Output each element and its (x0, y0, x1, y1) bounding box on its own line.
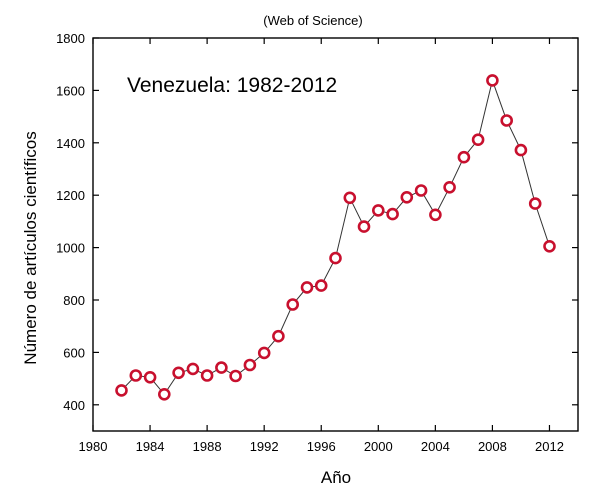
y-tick-label: 400 (63, 398, 85, 413)
data-point (172, 366, 185, 380)
data-point (514, 143, 528, 157)
data-point (357, 220, 371, 233)
data-point (286, 298, 300, 311)
data-point (414, 184, 428, 197)
data-point (300, 281, 314, 294)
data-point (543, 240, 556, 253)
x-tick-label: 1984 (136, 439, 165, 454)
data-point (257, 346, 271, 360)
data-point (129, 369, 143, 382)
data-point (429, 208, 442, 222)
series-line (121, 78, 550, 396)
x-tick-label: 1980 (79, 439, 108, 454)
data-point (272, 329, 285, 343)
data-point (200, 369, 214, 382)
data-point (115, 384, 128, 397)
x-tick-label: 1996 (307, 439, 336, 454)
y-axis-label: Número de artículos científicos (21, 131, 40, 364)
y-tick-label: 1400 (56, 136, 85, 151)
data-points (115, 74, 556, 401)
x-tick-label: 2008 (478, 439, 507, 454)
x-tick-label: 2000 (364, 439, 393, 454)
x-axis-ticks: 1980 1984 1988 1992 1996 2000 2004 2008 2012 (79, 38, 564, 454)
x-tick-label: 1992 (250, 439, 279, 454)
x-tick-label: 1988 (193, 439, 222, 454)
data-point (457, 150, 471, 164)
y-tick-label: 800 (63, 293, 85, 308)
data-point (400, 191, 414, 204)
data-point (443, 181, 456, 194)
data-point (500, 114, 514, 127)
data-point (343, 191, 357, 205)
y-tick-label: 1200 (56, 188, 85, 203)
chart-subtitle: (Web of Science) (263, 13, 362, 28)
y-axis-ticks: 400 600 800 1000 1200 1400 1600 1800 (56, 31, 578, 413)
data-point (329, 251, 342, 265)
y-tick-label: 600 (63, 345, 85, 360)
y-tick-label: 1600 (56, 83, 85, 98)
data-point (243, 358, 257, 372)
data-point (314, 279, 328, 292)
data-point (143, 370, 157, 384)
x-tick-label: 2004 (421, 439, 450, 454)
data-point (486, 74, 499, 87)
data-point (471, 133, 485, 146)
data-point (186, 362, 200, 376)
data-point (528, 197, 542, 210)
chart-title: Venezuela: 1982-2012 (127, 74, 337, 97)
data-point (229, 369, 242, 383)
y-tick-label: 1000 (56, 241, 85, 256)
x-tick-label: 2012 (535, 439, 564, 454)
y-tick-label: 1800 (56, 31, 85, 46)
data-point (215, 361, 228, 374)
data-point (371, 204, 385, 217)
data-point (386, 207, 399, 221)
plot-frame (92, 37, 579, 432)
data-point (158, 387, 171, 401)
x-axis-label: Año (321, 468, 351, 487)
